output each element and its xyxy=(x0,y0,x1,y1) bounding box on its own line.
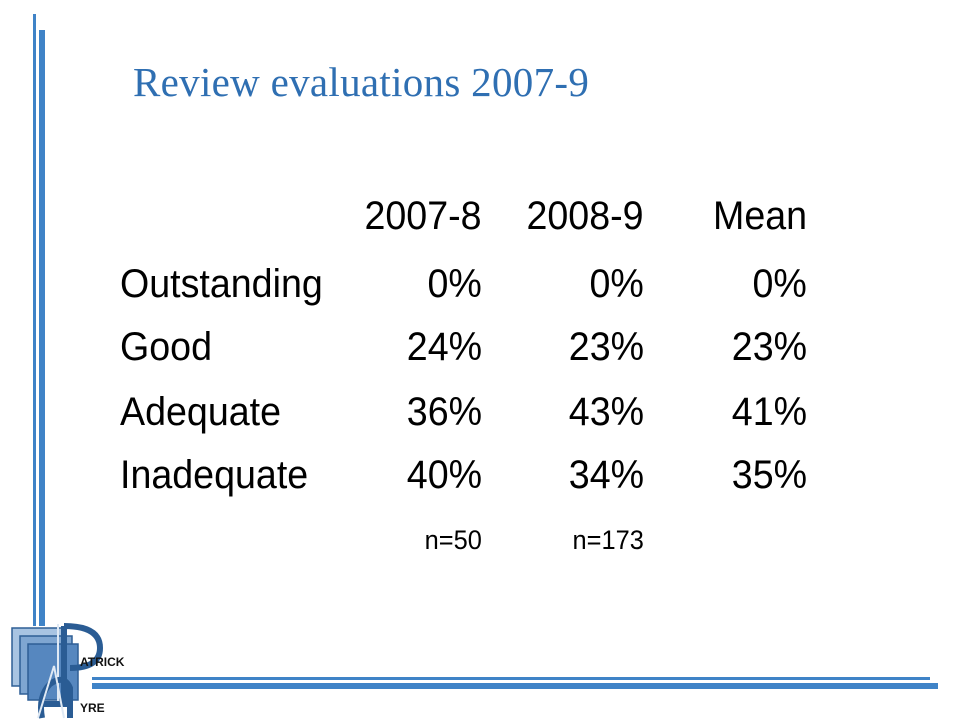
table-cell: 0% xyxy=(752,262,807,306)
table-cell: 36% xyxy=(406,390,482,434)
slide-title: Review evaluations 2007-9 xyxy=(133,59,590,105)
bottom-border-line-thin xyxy=(92,677,930,680)
column-header-2007-8: 2007-8 xyxy=(364,194,482,238)
table-cell: 0% xyxy=(589,262,644,306)
column-header-mean: Mean xyxy=(712,194,807,238)
left-border-line-thick xyxy=(39,30,45,626)
left-border-line-thin xyxy=(33,14,36,626)
patrick-eyre-logo: ATRICK YRE xyxy=(8,622,128,720)
row-label-inadequate: Inadequate xyxy=(120,453,309,497)
row-label-good: Good xyxy=(120,325,212,369)
table-cell: 35% xyxy=(731,453,807,497)
row-label-adequate: Adequate xyxy=(120,390,282,434)
evaluations-table: 2007-8 2008-9 Mean Outstanding 0% 0% 0% … xyxy=(120,188,820,555)
table-cell: 0% xyxy=(427,262,482,306)
table-cell: 23% xyxy=(731,325,807,369)
table-cell: 24% xyxy=(406,325,482,369)
table-cell: 40% xyxy=(406,453,482,497)
logo-text-line1: ATRICK xyxy=(80,655,125,669)
sample-size-2007-8: n=50 xyxy=(424,525,482,555)
sample-size-2008-9: n=173 xyxy=(572,525,644,555)
column-header-2008-9: 2008-9 xyxy=(526,194,644,238)
table-cell: 43% xyxy=(568,390,644,434)
logo-graphic: ATRICK YRE xyxy=(11,623,125,719)
table-cell: 41% xyxy=(731,390,807,434)
table-cell: 23% xyxy=(568,325,644,369)
logo-text-line2: YRE xyxy=(80,701,105,715)
row-label-outstanding: Outstanding xyxy=(120,262,323,306)
bottom-border-line-thick xyxy=(92,683,938,689)
table-cell: 34% xyxy=(568,453,644,497)
